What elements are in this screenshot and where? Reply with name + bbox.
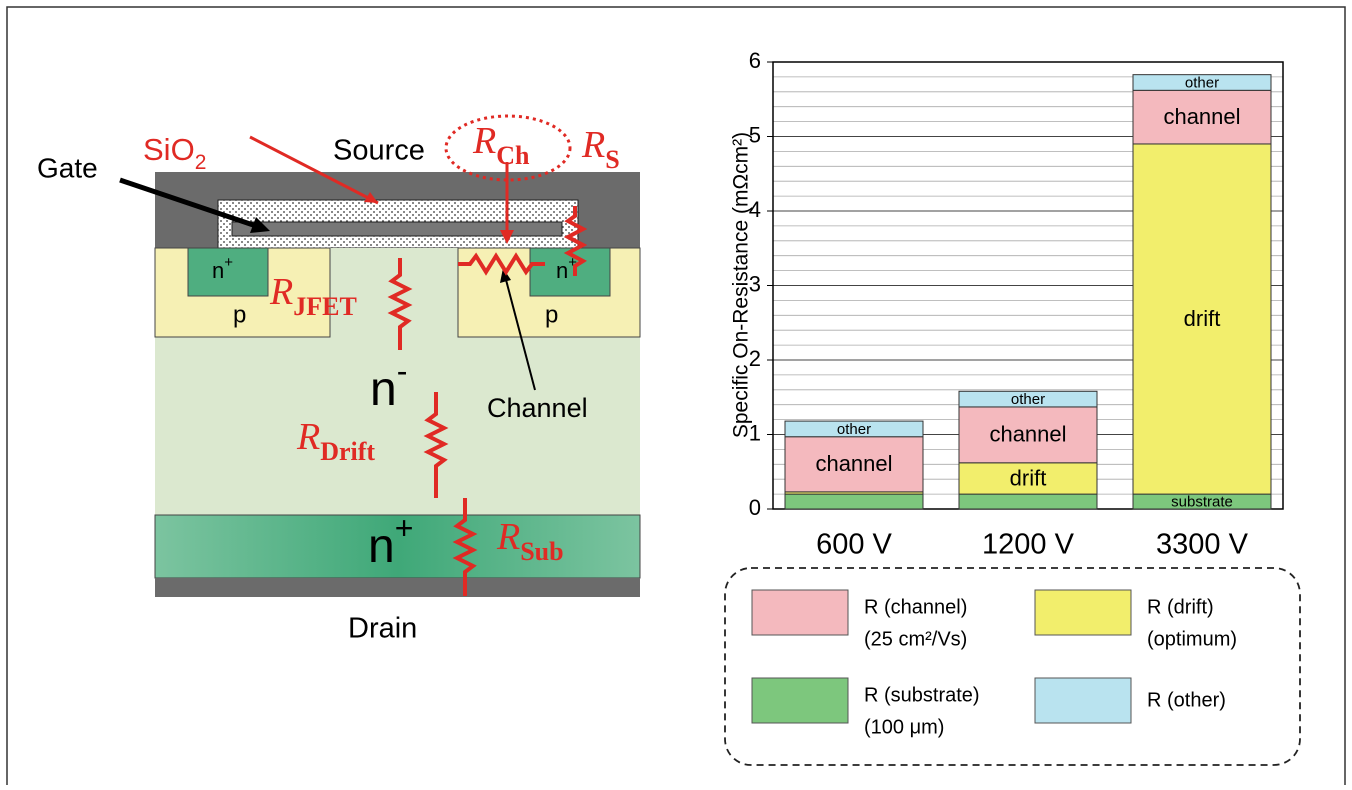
legend-label: R (substrate) xyxy=(864,684,980,706)
label-sub: JFET xyxy=(293,292,357,321)
x-tick-label: 3300 V xyxy=(1156,529,1249,561)
y-tick-label: 5 xyxy=(749,122,761,147)
label-sup: - xyxy=(397,353,408,389)
y-tick-label: 3 xyxy=(749,271,761,296)
legend-label: R (other) xyxy=(1147,689,1226,711)
label-text: R xyxy=(581,124,605,166)
label: Gate xyxy=(37,152,98,183)
label: Drain xyxy=(348,613,417,645)
legend-label: R (channel) xyxy=(864,596,967,618)
label: RCh xyxy=(472,120,530,171)
y-tick-label: 0 xyxy=(749,495,761,520)
gate-electrode xyxy=(232,222,562,236)
legend-note: (100 μm) xyxy=(864,716,944,738)
legend-label: R (drift) xyxy=(1147,596,1214,618)
segment-label: drift xyxy=(1184,306,1221,331)
x-tick-label: 600 V xyxy=(816,529,892,561)
label-sub: Sub xyxy=(520,537,563,566)
device-diagram: SiO2 Source Gate RCh RS n+ n+ p p RJFET … xyxy=(37,116,640,645)
label-text: R xyxy=(496,516,520,558)
segment-label: substrate xyxy=(1171,494,1233,511)
label: SiO2 xyxy=(143,132,206,174)
legend-swatch xyxy=(752,590,848,635)
label: RS xyxy=(581,124,620,175)
segment-label: other xyxy=(1185,74,1219,91)
label: p xyxy=(545,301,558,328)
legend-swatch xyxy=(1035,590,1131,635)
legend-note: (25 cm²/Vs) xyxy=(864,628,967,650)
drain-metal xyxy=(155,578,640,597)
label-sub: Drift xyxy=(320,437,375,466)
label-text: n xyxy=(368,520,395,573)
label-sup: + xyxy=(224,254,233,271)
label-text: n xyxy=(212,258,224,283)
label-text: n xyxy=(370,363,397,416)
label-sub: 2 xyxy=(195,151,207,174)
segment-label: channel xyxy=(815,451,892,476)
label: Channel xyxy=(487,393,588,423)
segment-label: channel xyxy=(1163,104,1240,129)
label-sub: S xyxy=(605,145,619,174)
label-sub: Ch xyxy=(496,141,530,170)
legend-swatch xyxy=(752,678,848,723)
segment-label: drift xyxy=(1010,465,1047,490)
y-tick-label: 6 xyxy=(749,48,761,73)
label: Source xyxy=(333,135,425,167)
figure: SiO2 Source Gate RCh RS n+ n+ p p RJFET … xyxy=(0,0,1352,785)
label-text: R xyxy=(296,416,320,458)
label: p xyxy=(233,301,246,328)
bar-chart: Specific On-Resistance (mΩcm²) 0123456ch… xyxy=(725,48,1300,765)
label-text: n xyxy=(556,258,568,283)
y-tick-label: 4 xyxy=(749,197,761,222)
label-text: R xyxy=(472,120,496,162)
segment-label: other xyxy=(837,421,871,438)
label-sup: + xyxy=(568,254,577,271)
x-tick-label: 1200 V xyxy=(982,529,1075,561)
y-tick-label: 1 xyxy=(749,420,761,445)
label-sup: + xyxy=(395,510,414,546)
legend-note: (optimum) xyxy=(1147,628,1237,650)
bar-segment xyxy=(785,494,923,509)
legend-swatch xyxy=(1035,678,1131,723)
segment-label: other xyxy=(1011,391,1045,408)
segment-label: channel xyxy=(989,422,1066,447)
label-text: R xyxy=(269,271,293,313)
label-text: SiO xyxy=(143,132,195,167)
y-tick-label: 2 xyxy=(749,346,761,371)
bar-segment xyxy=(959,494,1097,509)
